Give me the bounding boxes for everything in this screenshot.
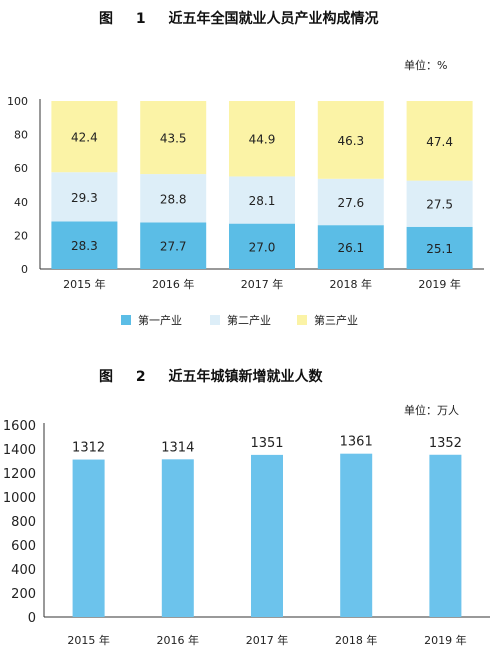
bar-segment bbox=[140, 174, 207, 223]
bar bbox=[251, 454, 283, 617]
bar bbox=[161, 459, 194, 617]
data-label: 1312 bbox=[72, 441, 105, 456]
bar-segment bbox=[140, 101, 207, 175]
data-label: 27.7 bbox=[160, 240, 187, 254]
chart1-unit: 单位：% bbox=[404, 59, 448, 72]
bar bbox=[72, 459, 105, 617]
data-label: 1352 bbox=[429, 436, 462, 451]
x-tick-label: 2016 年 bbox=[152, 277, 195, 291]
y-tick-label: 1400 bbox=[3, 443, 36, 458]
bar-segment bbox=[229, 101, 295, 177]
stacked-bar-chart: 0 20 40 60 80 100 28.3 29.3 42.4 2015 年 27.7 28.8 43… bbox=[7, 95, 484, 327]
x-tick-label: 2018 年 bbox=[330, 277, 373, 291]
bar-segment bbox=[406, 180, 473, 227]
data-label: 1314 bbox=[161, 440, 194, 455]
data-label: 27.5 bbox=[426, 198, 453, 212]
data-label: 28.8 bbox=[160, 192, 187, 206]
bar-segment bbox=[406, 101, 473, 181]
bar-segment bbox=[317, 225, 384, 269]
bar-segment bbox=[51, 172, 118, 222]
y-tick-label: 400 bbox=[11, 563, 36, 578]
x-tick-label: 2019 年 bbox=[418, 277, 461, 291]
data-label: 27.0 bbox=[249, 240, 276, 254]
data-label: 29.3 bbox=[71, 191, 98, 205]
y-tick-label: 800 bbox=[11, 515, 36, 530]
legend-label: 第二产业 bbox=[227, 313, 271, 327]
y-tick-label: 20 bbox=[14, 229, 28, 242]
legend-label: 第一产业 bbox=[138, 313, 182, 327]
bar-segment bbox=[51, 221, 118, 269]
bar-segment bbox=[229, 223, 295, 269]
data-label: 44.9 bbox=[249, 133, 276, 147]
legend-swatch bbox=[297, 315, 307, 325]
legend-swatch bbox=[210, 315, 220, 325]
y-tick-label: 1600 bbox=[3, 419, 36, 434]
x-tick-label: 2017 年 bbox=[246, 633, 289, 647]
x-tick-label: 2015 年 bbox=[63, 277, 106, 291]
bar bbox=[340, 453, 373, 617]
x-tick-label: 2015 年 bbox=[67, 633, 110, 647]
bar-segment bbox=[51, 101, 118, 173]
bar-segment bbox=[140, 222, 207, 269]
bar-segment bbox=[317, 101, 384, 179]
chart2-title: 图 2 近五年城镇新增就业人数 bbox=[99, 369, 323, 385]
bar-segment bbox=[317, 178, 384, 226]
x-tick-label: 2016 年 bbox=[157, 633, 200, 647]
y-tick-label: 0 bbox=[28, 611, 36, 626]
data-label: 43.5 bbox=[160, 132, 187, 146]
x-tick-label: 2019 年 bbox=[424, 633, 467, 647]
data-label: 47.4 bbox=[426, 135, 453, 149]
y-tick-label: 100 bbox=[7, 95, 28, 108]
chart1-title: 图 1 近五年全国就业人员产业构成情况 bbox=[99, 11, 379, 27]
data-label: 25.1 bbox=[426, 242, 453, 256]
data-label: 26.1 bbox=[337, 241, 364, 255]
data-label: 28.3 bbox=[71, 239, 98, 253]
bar-segment bbox=[406, 226, 473, 269]
x-tick-label: 2018 年 bbox=[335, 633, 378, 647]
data-label: 46.3 bbox=[337, 134, 364, 148]
data-label: 28.1 bbox=[249, 194, 276, 208]
bar-segment bbox=[229, 176, 295, 224]
y-tick-label: 0 bbox=[21, 263, 28, 276]
data-label: 1361 bbox=[340, 435, 373, 450]
bar bbox=[429, 454, 462, 617]
y-tick-label: 40 bbox=[14, 196, 28, 209]
data-label: 42.4 bbox=[71, 131, 98, 145]
chart2-unit: 单位：万人 bbox=[404, 404, 459, 417]
legend-label: 第三产业 bbox=[314, 313, 358, 327]
data-label: 27.6 bbox=[337, 196, 364, 210]
y-tick-label: 200 bbox=[11, 587, 36, 602]
data-label: 1351 bbox=[250, 436, 283, 451]
x-tick-label: 2017 年 bbox=[241, 277, 284, 291]
legend-swatch bbox=[121, 315, 131, 325]
y-tick-label: 60 bbox=[14, 162, 28, 175]
y-tick-label: 80 bbox=[14, 129, 28, 142]
y-tick-label: 1000 bbox=[3, 491, 36, 506]
y-tick-label: 1200 bbox=[3, 467, 36, 482]
y-tick-label: 600 bbox=[11, 539, 36, 554]
